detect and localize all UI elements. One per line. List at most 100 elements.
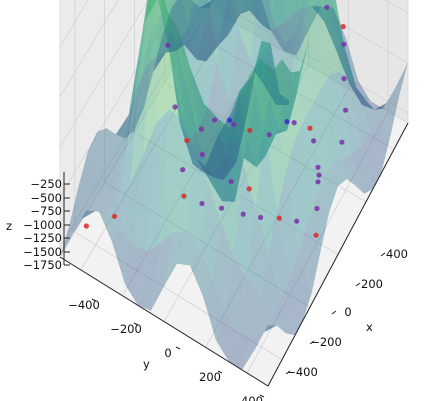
scatter-point — [294, 218, 300, 224]
surface-facet — [112, 228, 135, 285]
gridline-x — [163, 0, 309, 322]
z-axis-label: z — [6, 219, 12, 233]
surface-facet — [272, 296, 295, 336]
scatter-point — [316, 172, 322, 178]
surface-facet — [331, 0, 345, 46]
x-axis-line — [59, 256, 269, 387]
surface-facet — [199, 181, 221, 279]
surface-facet — [201, 165, 224, 180]
surface-facet — [378, 95, 400, 136]
surface-facet — [251, 58, 274, 127]
scatter-point — [291, 120, 297, 126]
surface-facet — [360, 132, 382, 189]
surface-facet — [291, 71, 313, 120]
surface-facet — [125, 245, 148, 306]
surface-facet — [274, 20, 297, 56]
surface-facet — [167, 27, 189, 140]
surface-facet — [134, 123, 157, 252]
surface-facet — [299, 6, 321, 31]
surface-facet — [249, 0, 272, 31]
surface-facet — [134, 55, 157, 131]
gridline-x — [205, 0, 349, 348]
surface-facet — [237, 278, 260, 339]
x-tick — [355, 282, 361, 287]
surface-facet — [334, 158, 356, 186]
scatter-point — [247, 127, 253, 133]
y-tick-label: −200 — [110, 322, 142, 336]
surface-facet — [263, 17, 285, 105]
surface-facet — [260, 58, 283, 97]
surface-facet — [165, 0, 188, 53]
surface-facet — [273, 59, 295, 171]
z-tick-label: −1500 — [23, 245, 62, 259]
surface-facet — [222, 112, 244, 202]
surface-facet — [298, 0, 312, 9]
x-tick — [331, 310, 337, 315]
surface-facet — [202, 0, 224, 33]
scatter-point — [180, 167, 186, 173]
surface-facet — [240, 40, 262, 100]
surface-facet — [257, 0, 275, 29]
surface-facet — [151, 232, 173, 311]
surface-facet — [185, 8, 208, 129]
scatter-point — [231, 121, 237, 128]
surface-facet — [164, 230, 186, 287]
surface-facet — [182, 0, 192, 25]
surface-facet — [156, 0, 175, 56]
surface-facet — [227, 90, 249, 163]
surface-facet — [73, 210, 96, 234]
surface-facet — [110, 109, 133, 167]
surface-facet — [229, 27, 251, 103]
surface-facet — [162, 7, 185, 52]
surface-facet — [330, 72, 352, 159]
surface-facet — [229, 332, 251, 370]
x-tick — [380, 252, 386, 257]
scatter-point — [181, 193, 187, 199]
surface-facet — [139, 0, 160, 82]
surface-facet — [255, 325, 277, 350]
surface-facet — [310, 0, 325, 22]
surface-facet — [263, 314, 286, 333]
surface-facet — [106, 114, 129, 144]
gridline-y — [134, 0, 339, 255]
gridline-x — [122, 0, 270, 296]
surface-facet — [278, 71, 300, 131]
surface-facet — [285, 0, 300, 21]
scatter-point — [198, 126, 204, 132]
surface-facet — [264, 69, 287, 211]
surface-facet — [191, 70, 213, 174]
scatter-point — [315, 179, 321, 185]
surface-facet — [143, 52, 166, 108]
surface-facet — [250, 0, 273, 84]
surface-facet — [234, 139, 257, 202]
x-tick-label: 400 — [386, 247, 408, 261]
surface-facet — [69, 185, 92, 226]
surface-facet — [301, 0, 308, 43]
z-tick-label: −1750 — [23, 258, 62, 272]
surface-facet — [247, 58, 270, 168]
surface-facet — [194, 0, 217, 108]
surface-facet — [215, 0, 237, 36]
y-tick — [175, 346, 181, 350]
surface-facet — [281, 276, 303, 336]
surface-facet — [262, 25, 284, 52]
surface-facet — [356, 89, 378, 133]
surface-facet — [386, 62, 408, 103]
y-tick-label: 0 — [164, 346, 171, 360]
surface-facet — [87, 131, 111, 186]
surface-facet — [218, 90, 240, 156]
surface-facet — [218, 0, 241, 46]
y-tick-label: −400 — [68, 298, 100, 312]
surface-facet — [321, 73, 343, 164]
surface-facet — [198, 107, 220, 166]
axis-lines — [59, 122, 409, 398]
surface-facet — [209, 112, 231, 202]
tick-labels: −400 −200 0 200 400 −400 −200 0 200 400 −250−500−7… — [23, 177, 408, 401]
surface-facet — [216, 97, 239, 154]
scatter-point — [324, 4, 330, 10]
surface-facet — [374, 87, 396, 110]
surface-facet — [250, 295, 273, 339]
surface-facet — [171, 0, 194, 45]
surface-facet — [192, 163, 215, 178]
surface-facet — [187, 0, 210, 60]
